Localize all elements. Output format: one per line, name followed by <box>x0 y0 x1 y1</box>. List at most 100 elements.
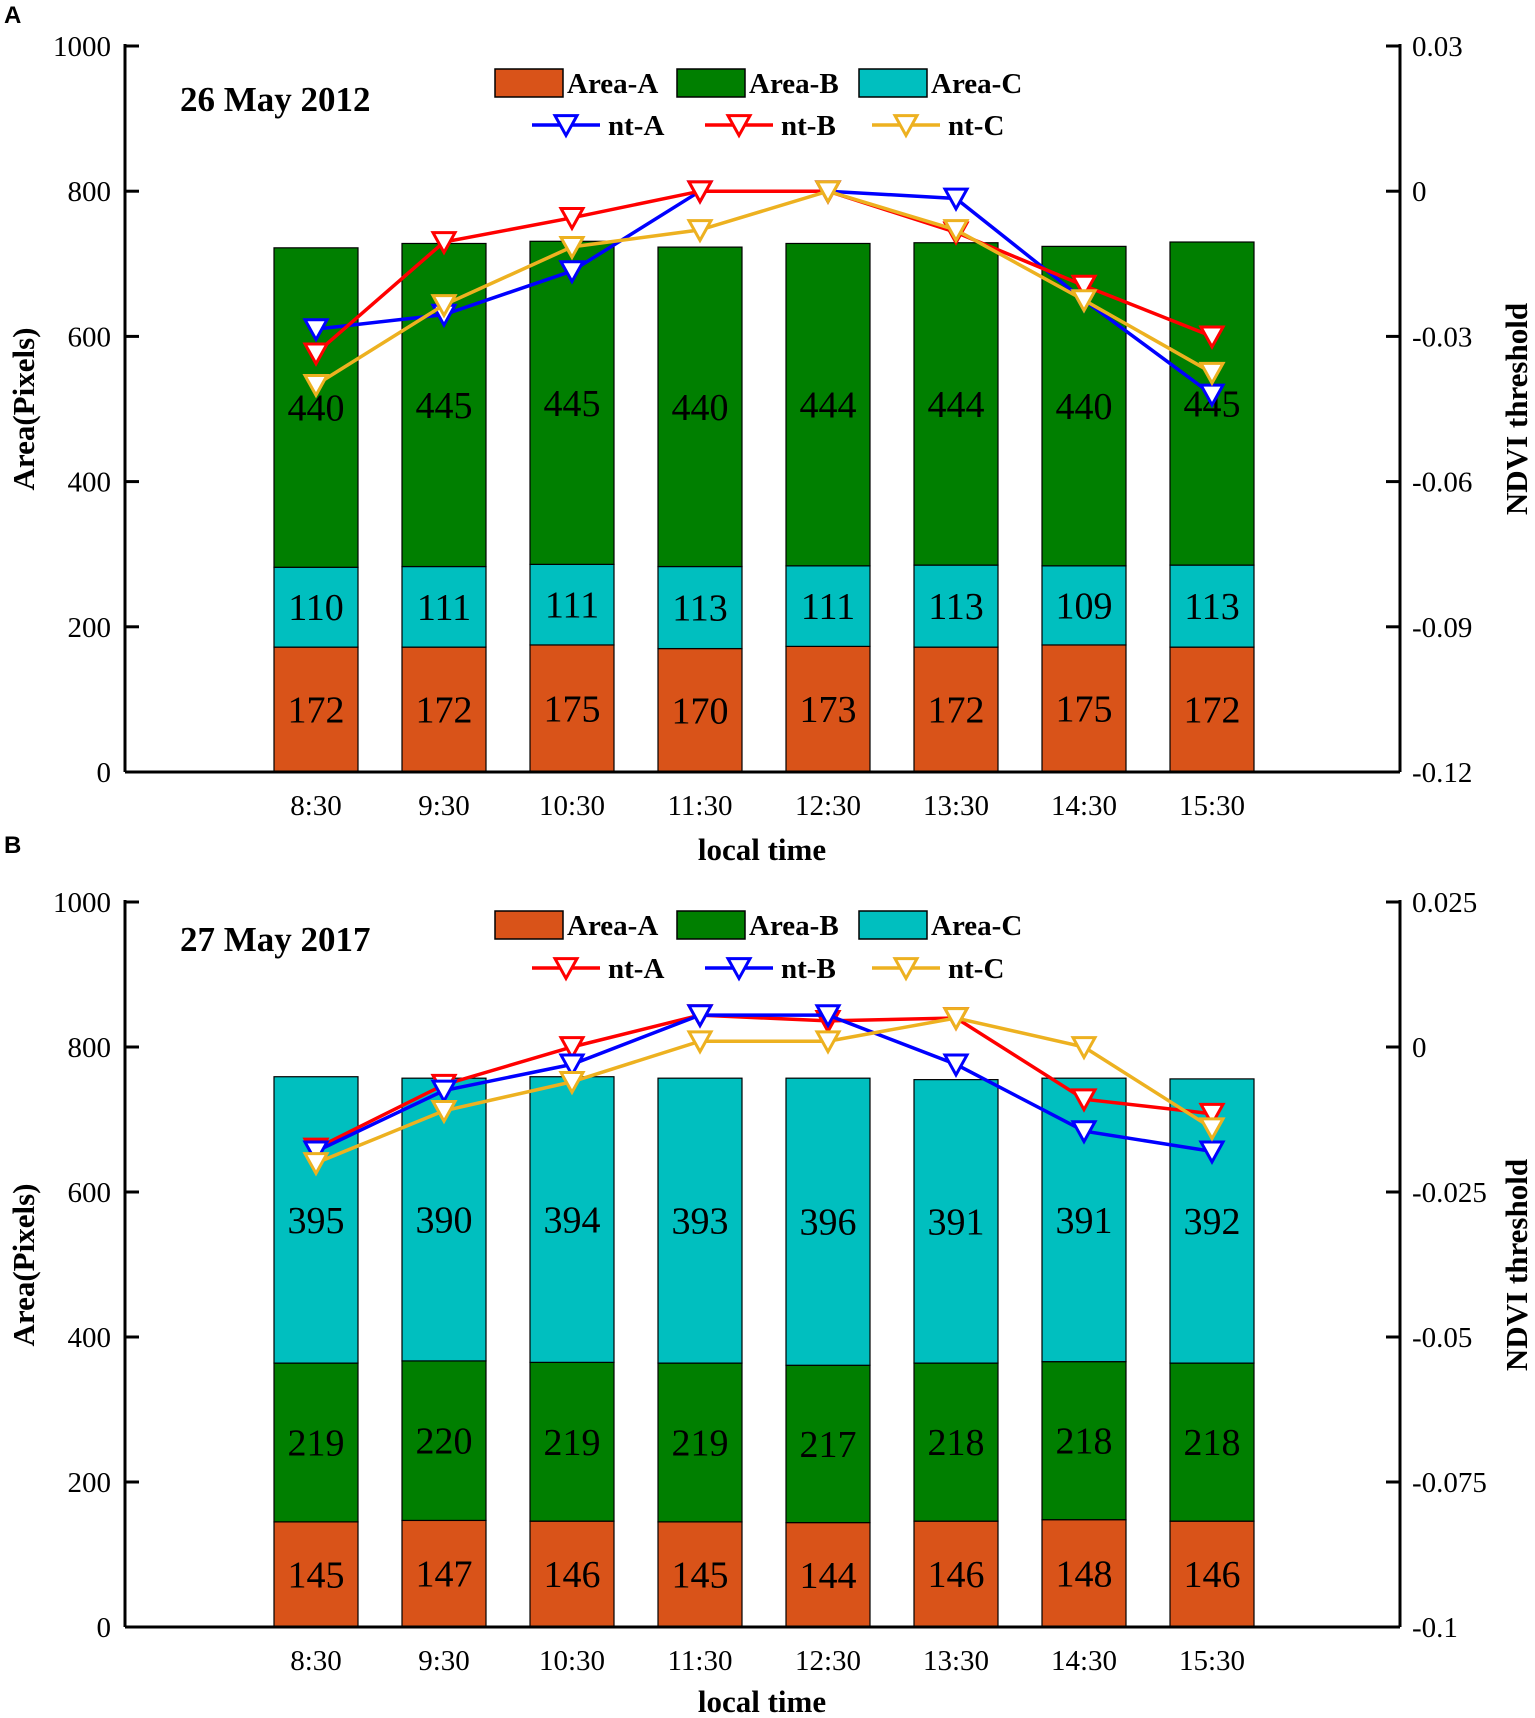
bar-label-area-b-4: 444 <box>800 385 857 427</box>
y-tick-label-1: 200 <box>68 1467 112 1499</box>
legend-marker-nt-b <box>725 957 753 982</box>
bar-area-c-4 <box>785 565 871 648</box>
bar-area-b-0 <box>273 1362 359 1523</box>
bar-area-a-4 <box>785 645 871 773</box>
bar-area-c-1 <box>401 565 487 648</box>
bar-area-a-0 <box>273 1521 359 1628</box>
bar-label-area-b-1: 445 <box>416 385 473 427</box>
bar-label-area-b-3: 219 <box>672 1422 729 1464</box>
bar-area-c-0 <box>273 566 359 648</box>
bar-label-area-c-4: 111 <box>801 586 855 628</box>
bar-area-b-3 <box>657 1362 743 1523</box>
legend-marker-nt-a <box>552 114 580 139</box>
chart-panel-b: 145 147 146 145 144 146 148 146 219 220 219 219 217 2… <box>6 887 1534 1718</box>
bar-label-area-c-3: 113 <box>672 588 728 630</box>
bar-area-a-4 <box>785 1521 871 1628</box>
bar-label-area-c-2: 394 <box>544 1200 601 1242</box>
x-tick-label-0: 8:30 <box>290 790 342 822</box>
chart-title: 26 May 2012 <box>180 80 371 119</box>
bar-label-area-c-7: 113 <box>1184 586 1240 628</box>
bar-area-b-6 <box>1041 1361 1127 1521</box>
line-nt-c <box>315 1016 1213 1165</box>
marker-nt-c-0 <box>302 1152 330 1177</box>
y-tick-label-2: 400 <box>68 1322 112 1354</box>
x-tick-label-7: 15:30 <box>1179 790 1245 822</box>
bar-label-area-c-4: 396 <box>800 1202 857 1244</box>
x-tick-label-7: 15:30 <box>1179 1645 1245 1677</box>
bar-area-a-1 <box>401 1519 487 1628</box>
marker-nt-b-4 <box>814 1004 842 1029</box>
x-axis-title: local time <box>698 1684 826 1713</box>
y2-axis-title: NDVI threshold <box>1499 303 1534 515</box>
y-tick-label-3: 600 <box>68 1177 112 1209</box>
marker-nt-b-5 <box>942 1053 970 1078</box>
bar-label-area-c-2: 111 <box>545 585 599 627</box>
bar-area-c-3 <box>657 1077 743 1364</box>
marker-nt-c-1 <box>430 294 458 319</box>
legend-label-area-c: Area-C <box>931 68 1022 100</box>
legend-marker-nt-c <box>892 114 920 139</box>
bar-label-area-a-3: 170 <box>672 690 729 732</box>
bar-area-a-7 <box>1169 646 1255 773</box>
y-tick-label-0: 0 <box>97 757 112 789</box>
x-tick-label-1: 9:30 <box>418 790 470 822</box>
y2-tick-label-2: -0.06 <box>1412 467 1472 499</box>
bar-area-b-5 <box>913 1362 999 1522</box>
bar-area-a-0 <box>273 646 359 773</box>
bar-area-b-0 <box>273 247 359 568</box>
bar-area-a-3 <box>657 1521 743 1628</box>
bar-area-c-7 <box>1169 564 1255 648</box>
y2-tick-label-4: 0 <box>1412 1032 1427 1064</box>
legend-swatch-area-b <box>676 910 746 940</box>
y-axis-title: Area(Pixels) <box>6 328 41 491</box>
bar-label-area-b-5: 444 <box>928 384 985 426</box>
marker-nt-c-1 <box>430 1099 458 1125</box>
legend-swatch-area-a <box>494 68 564 98</box>
y-tick-label-5: 1000 <box>53 31 111 63</box>
bar-label-area-a-5: 146 <box>928 1554 985 1596</box>
marker-nt-c-4 <box>814 1030 842 1055</box>
bar-label-area-a-1: 172 <box>416 690 473 732</box>
bar-label-area-b-7: 218 <box>1184 1422 1241 1464</box>
bar-label-area-a-3: 145 <box>672 1554 729 1596</box>
bar-label-area-a-7: 146 <box>1184 1554 1241 1596</box>
y2-tick-label-3: -0.03 <box>1412 321 1472 353</box>
bar-area-b-3 <box>657 246 743 568</box>
y2-tick-label-3: -0.025 <box>1412 1177 1487 1209</box>
bar-area-b-2 <box>529 240 615 565</box>
bar-label-area-a-4: 144 <box>800 1555 857 1597</box>
panel-letter-a: A <box>4 2 22 29</box>
bar-label-area-a-2: 175 <box>544 688 601 730</box>
marker-nt-c-6 <box>1070 1036 1098 1061</box>
bar-label-area-b-3: 440 <box>672 387 729 429</box>
marker-nt-a-6 <box>1070 1088 1098 1113</box>
legend-marker-nt-c <box>892 957 920 982</box>
y2-tick-label-2: -0.05 <box>1412 1322 1472 1354</box>
y-axis-title: Area(Pixels) <box>6 1184 41 1347</box>
bar-area-b-4 <box>785 242 871 567</box>
legend-label-area-c: Area-C <box>931 910 1022 942</box>
marker-nt-a-5 <box>942 187 970 212</box>
marker-nt-c-3 <box>686 219 714 244</box>
y2-tick-label-0: -0.12 <box>1412 757 1472 789</box>
bar-area-a-5 <box>913 646 999 773</box>
marker-nt-a-0 <box>302 318 330 343</box>
legend-label-nt-b: nt-B <box>781 953 836 985</box>
line-nt-c <box>315 189 1213 387</box>
bar-label-area-b-6: 440 <box>1056 386 1113 428</box>
marker-nt-b-3 <box>686 1004 714 1029</box>
bar-label-area-b-0: 219 <box>288 1422 345 1464</box>
bar-area-c-4 <box>785 1077 871 1366</box>
marker-nt-a-7 <box>1198 1102 1226 1128</box>
bar-area-c-1 <box>401 1077 487 1362</box>
y2-tick-label-1: -0.09 <box>1412 612 1472 644</box>
bar-label-area-a-1: 147 <box>416 1554 473 1596</box>
x-tick-label-4: 12:30 <box>795 790 861 822</box>
marker-nt-c-3 <box>686 1030 714 1055</box>
legend-swatch-area-a <box>494 910 564 940</box>
x-axis-title: local time <box>698 832 826 867</box>
y2-axis-title: NDVI threshold <box>1499 1159 1534 1371</box>
bar-label-area-c-7: 392 <box>1184 1201 1241 1243</box>
marker-nt-c-6 <box>1070 289 1098 314</box>
